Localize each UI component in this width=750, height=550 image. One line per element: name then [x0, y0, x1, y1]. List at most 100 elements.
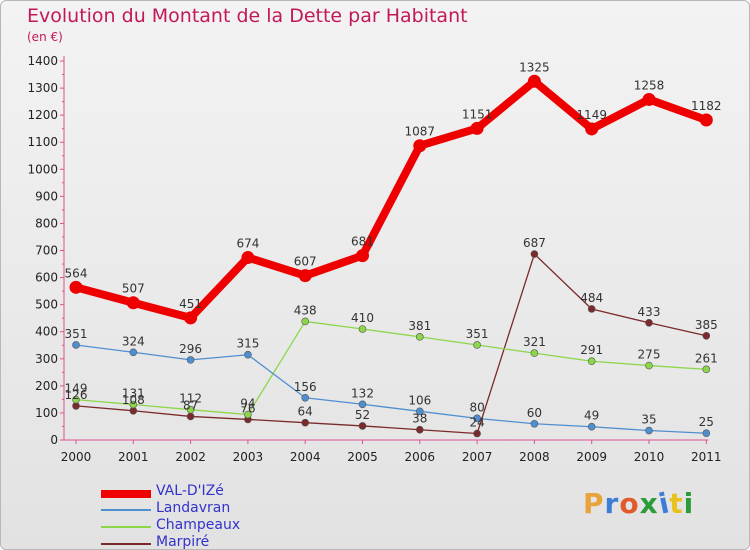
x-tick-label: 2010	[634, 450, 665, 464]
data-label: 433	[638, 305, 661, 319]
data-point	[530, 349, 539, 357]
data-points	[69, 74, 713, 438]
x-tick-label: 2003	[233, 450, 264, 464]
y-tick-label: 700	[35, 244, 58, 258]
data-point	[358, 325, 367, 333]
x-tick-label: 2007	[462, 450, 493, 464]
data-label: 106	[408, 393, 431, 407]
data-point	[72, 341, 80, 349]
data-label: 681	[351, 235, 374, 249]
legend-swatch	[101, 526, 151, 528]
data-point	[530, 250, 539, 258]
data-label: 126	[65, 388, 88, 402]
data-label: 1258	[634, 78, 665, 92]
data-point	[244, 350, 252, 359]
logo-letter: x	[639, 487, 659, 520]
data-label: 315	[236, 337, 259, 351]
y-tick-label: 800	[35, 216, 58, 230]
data-point	[702, 365, 711, 374]
data-label: 674	[236, 237, 259, 251]
x-tick-label: 2004	[290, 450, 321, 464]
data-label: 80	[469, 400, 484, 414]
y-tick-label: 500	[35, 298, 58, 312]
y-tick-label: 1400	[27, 54, 58, 68]
data-point	[470, 121, 484, 135]
y-tick-label: 400	[35, 325, 58, 339]
data-point	[645, 426, 653, 435]
data-label: 351	[65, 327, 88, 341]
data-label: 38	[412, 412, 427, 426]
y-tick-label: 1100	[27, 135, 58, 149]
data-label: 64	[298, 405, 313, 419]
data-label: 24	[469, 416, 484, 430]
data-point	[527, 74, 541, 88]
data-label: 87	[183, 398, 198, 412]
data-point	[530, 419, 539, 428]
data-label: 564	[65, 266, 88, 280]
data-label: 321	[523, 335, 546, 349]
data-label: 49	[584, 409, 599, 423]
data-label: 484	[580, 291, 603, 305]
series-line-3	[75, 253, 707, 435]
data-label: 35	[641, 413, 656, 427]
data-point	[298, 269, 312, 283]
data-label: 112	[179, 392, 202, 406]
series-line-0	[72, 77, 711, 322]
data-point	[645, 318, 653, 327]
data-label: 291	[580, 343, 603, 357]
proxiti-logo: Proxiti	[583, 486, 694, 520]
logo-letter: r	[604, 487, 620, 520]
y-tick-label: 1000	[27, 162, 58, 176]
y-tick-label: 0	[50, 433, 58, 447]
series-line-1	[75, 344, 707, 434]
data-point	[244, 410, 252, 419]
data-point	[415, 333, 424, 341]
data-label: 607	[294, 255, 317, 269]
data-point	[702, 429, 711, 438]
legend-swatch	[101, 509, 151, 511]
data-point	[587, 305, 596, 313]
data-labels: 126 108 87 76 64 52 38 24 687 484 433 385 149 131 112 9…	[65, 60, 722, 429]
x-tick-label: 2005	[347, 450, 378, 464]
data-point	[699, 113, 713, 127]
data-point	[358, 422, 367, 430]
data-point	[184, 311, 198, 325]
data-point	[358, 400, 367, 409]
data-label: 381	[408, 319, 431, 333]
data-label: 385	[695, 318, 718, 332]
x-tick-label: 2002	[175, 450, 206, 464]
series-lines	[72, 77, 711, 435]
data-point	[473, 429, 481, 438]
x-tick-label: 2000	[61, 450, 92, 464]
data-label: 1151	[462, 107, 493, 121]
data-point	[413, 139, 427, 153]
data-label: 94	[240, 397, 255, 411]
data-point	[585, 122, 599, 136]
data-point	[69, 280, 83, 294]
data-point	[129, 348, 138, 357]
data-label: 1182	[691, 99, 722, 113]
data-point	[356, 249, 369, 263]
y-tick-label: 600	[35, 271, 58, 285]
logo-letter: t	[669, 487, 684, 520]
data-point	[587, 422, 596, 431]
data-label: 1149	[576, 108, 607, 122]
data-point	[301, 418, 310, 427]
data-point	[301, 317, 310, 326]
y-tick-label: 1200	[27, 108, 58, 122]
data-label: 60	[527, 406, 542, 420]
logo-letter: o	[619, 487, 640, 520]
data-point	[415, 425, 424, 434]
x-tick-label: 2001	[118, 450, 149, 464]
data-point	[129, 400, 138, 409]
data-label: 149	[65, 382, 88, 396]
data-label: 156	[294, 380, 317, 394]
data-point	[642, 92, 656, 106]
legend-swatch	[101, 543, 151, 545]
data-point	[72, 395, 80, 404]
x-tick-label: 2009	[576, 450, 607, 464]
data-label: 1087	[405, 125, 436, 139]
data-point	[126, 296, 140, 310]
